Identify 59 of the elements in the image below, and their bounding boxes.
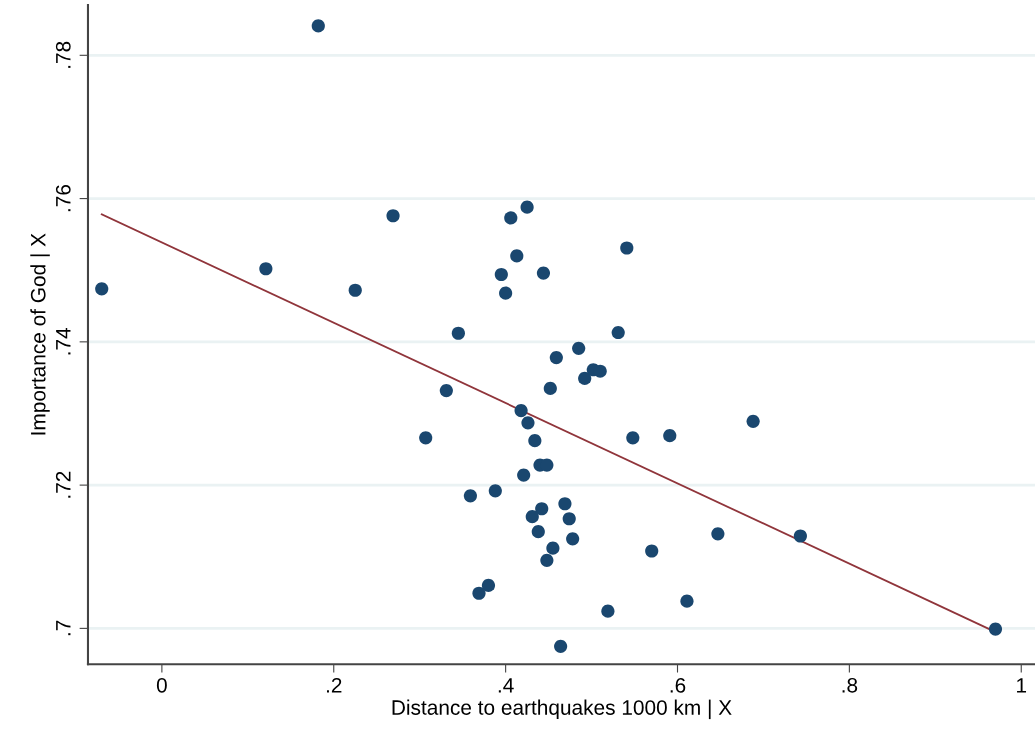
point bbox=[746, 414, 760, 428]
point bbox=[549, 351, 563, 365]
point bbox=[620, 241, 634, 255]
point bbox=[528, 434, 542, 448]
point bbox=[680, 594, 694, 608]
y-tick-label: .76 bbox=[55, 185, 71, 212]
point bbox=[988, 622, 1003, 636]
point bbox=[514, 404, 528, 418]
point bbox=[554, 639, 568, 653]
point bbox=[566, 532, 580, 546]
point bbox=[536, 266, 551, 280]
y-tick-label: .78 bbox=[55, 41, 71, 68]
point bbox=[611, 325, 625, 340]
point bbox=[520, 200, 534, 214]
point bbox=[540, 553, 554, 567]
point bbox=[601, 604, 615, 618]
y-tick-label: .72 bbox=[55, 471, 71, 498]
point bbox=[711, 527, 725, 541]
x-axis-title: Distance to earthquakes 1000 km | X bbox=[392, 699, 732, 720]
point bbox=[259, 262, 273, 276]
x-tick-label: .4 bbox=[498, 678, 514, 693]
point bbox=[510, 249, 524, 263]
point bbox=[535, 502, 549, 516]
point bbox=[95, 282, 109, 296]
point bbox=[494, 267, 508, 282]
point bbox=[481, 578, 496, 592]
point bbox=[439, 383, 453, 398]
point bbox=[558, 497, 572, 511]
point bbox=[543, 381, 557, 395]
point bbox=[451, 326, 465, 340]
y-axis-title: Importance of God | X bbox=[30, 233, 50, 435]
point bbox=[626, 431, 640, 445]
point bbox=[663, 429, 677, 443]
x-tick-label: .6 bbox=[670, 677, 686, 693]
x-tick-label: .2 bbox=[326, 677, 342, 693]
point bbox=[645, 544, 659, 558]
point bbox=[348, 283, 362, 297]
point bbox=[488, 484, 502, 498]
point bbox=[521, 416, 535, 430]
point bbox=[517, 468, 531, 482]
point bbox=[472, 586, 486, 600]
point bbox=[531, 525, 545, 539]
point bbox=[311, 19, 325, 33]
point bbox=[525, 510, 539, 524]
point bbox=[578, 371, 592, 385]
point bbox=[546, 541, 560, 555]
point bbox=[463, 489, 477, 503]
x-tick-label: 1 bbox=[1017, 678, 1027, 693]
point bbox=[419, 431, 433, 445]
y-tick-label: .7 bbox=[56, 620, 71, 636]
x-tick-label: .8 bbox=[842, 677, 858, 693]
point bbox=[793, 529, 807, 543]
point bbox=[572, 341, 586, 355]
point bbox=[386, 209, 400, 223]
point bbox=[504, 211, 518, 225]
point bbox=[499, 286, 513, 300]
point bbox=[562, 512, 576, 526]
x-tick-label: 0 bbox=[156, 677, 167, 693]
y-tick-label: .74 bbox=[56, 327, 71, 355]
